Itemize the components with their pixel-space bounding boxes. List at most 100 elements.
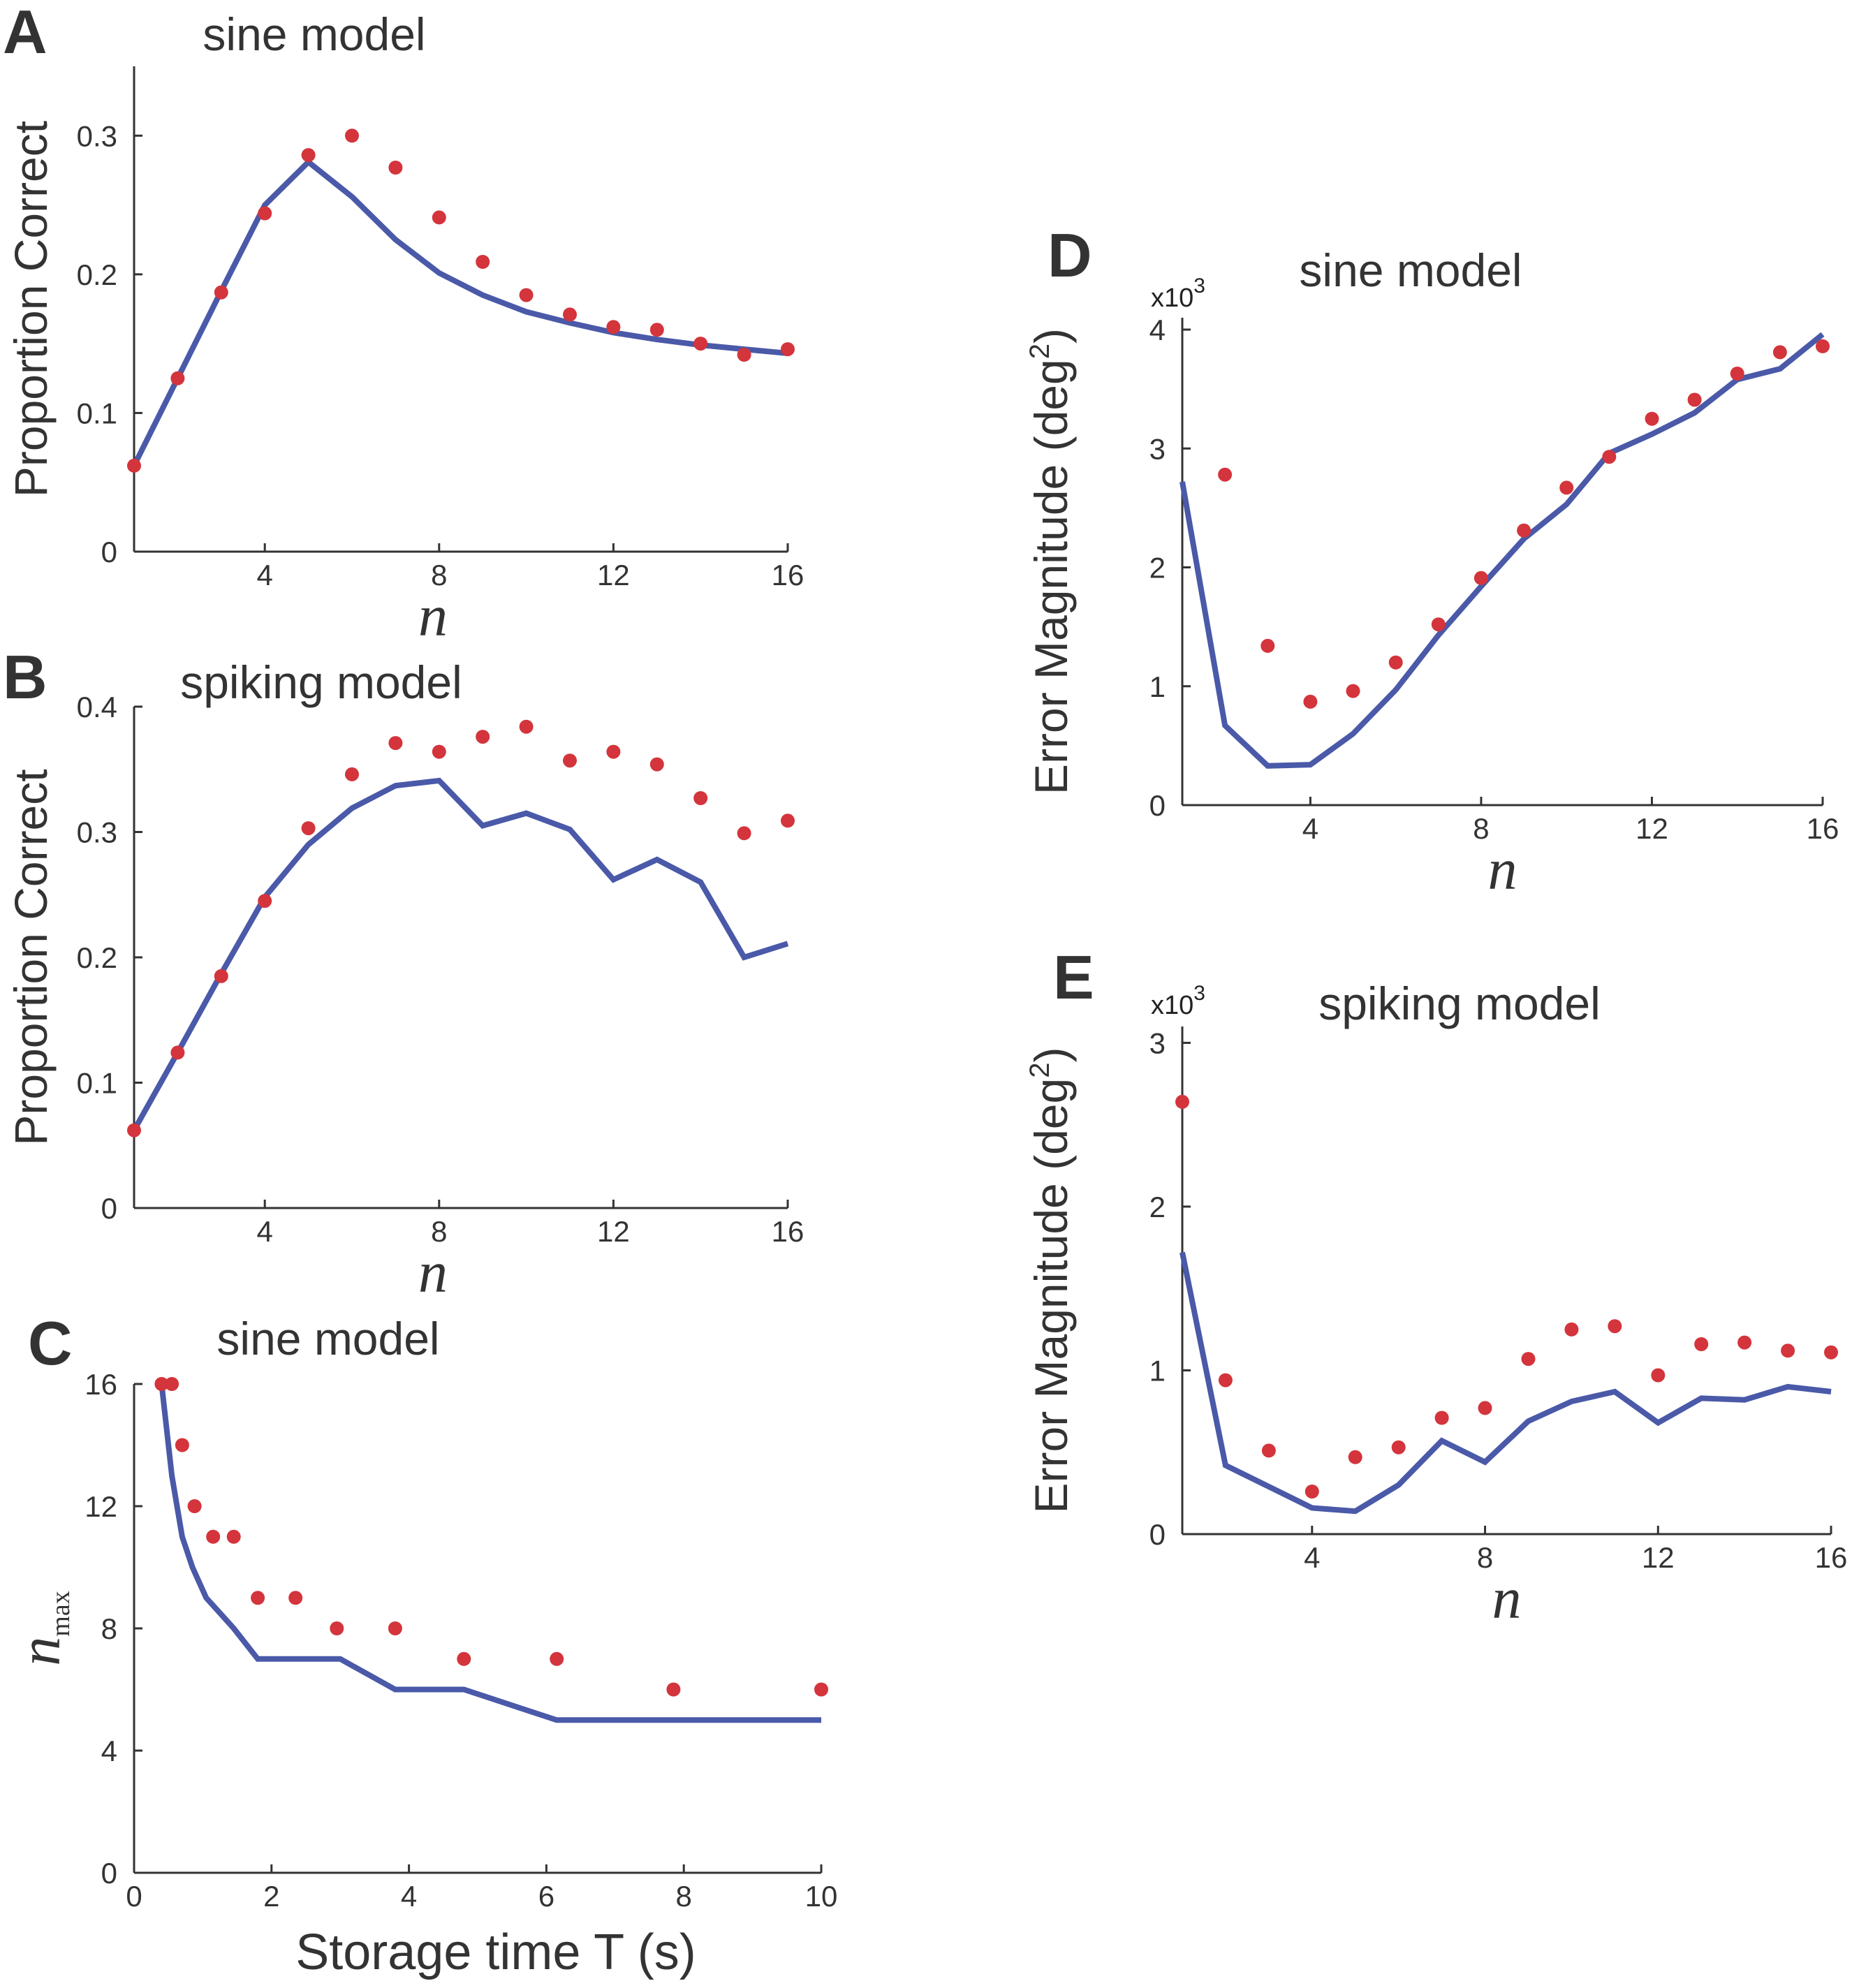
x-tick-label: 4 bbox=[401, 1880, 417, 1913]
y-tick-label: 0 bbox=[101, 1192, 117, 1225]
y-axis-label: Error Magnitude (deg2) bbox=[1024, 328, 1077, 795]
data-point bbox=[563, 753, 577, 768]
data-point bbox=[1730, 367, 1744, 381]
y-axis-label: nmax bbox=[8, 1591, 75, 1665]
data-point bbox=[175, 1438, 189, 1452]
data-point bbox=[214, 969, 228, 983]
data-point bbox=[1687, 392, 1702, 407]
data-point bbox=[1521, 1352, 1536, 1367]
x-tick-label: 16 bbox=[772, 1215, 804, 1248]
data-point bbox=[1559, 480, 1574, 495]
panel-letter: B bbox=[3, 642, 47, 712]
x-tick-label: 2 bbox=[263, 1880, 279, 1913]
data-point bbox=[301, 148, 316, 163]
model-line bbox=[159, 1383, 821, 1723]
data-point bbox=[127, 458, 141, 473]
panel-letter: C bbox=[28, 1309, 73, 1378]
data-point bbox=[1517, 523, 1531, 538]
x-tick-label: 12 bbox=[1642, 1541, 1675, 1574]
data-point bbox=[1651, 1368, 1666, 1383]
x-tick-label: 4 bbox=[257, 559, 273, 591]
data-point bbox=[1824, 1345, 1838, 1360]
x-axis-label: n bbox=[1492, 1566, 1522, 1631]
data-point bbox=[1478, 1401, 1492, 1415]
model-line bbox=[131, 158, 788, 467]
y-tick-label: 0.2 bbox=[77, 941, 117, 974]
data-point bbox=[693, 791, 708, 805]
data-point bbox=[127, 1123, 141, 1137]
y-tick-label: 0 bbox=[101, 1857, 117, 1890]
panel-title: sine model bbox=[203, 8, 425, 60]
data-point bbox=[519, 288, 534, 302]
panel-title: sine model bbox=[1299, 244, 1522, 296]
panel-title: sine model bbox=[216, 1313, 439, 1364]
data-point bbox=[476, 730, 490, 744]
data-point bbox=[1218, 1373, 1233, 1387]
data-point bbox=[606, 320, 621, 334]
data-point bbox=[1261, 638, 1275, 653]
data-point bbox=[214, 285, 228, 300]
data-point bbox=[432, 210, 446, 225]
x-tick-label: 0 bbox=[126, 1880, 142, 1913]
data-point bbox=[519, 719, 534, 734]
data-point bbox=[1816, 339, 1830, 353]
data-point bbox=[258, 206, 272, 221]
data-point bbox=[781, 813, 795, 828]
data-point bbox=[170, 371, 185, 385]
y-tick-label: 0.2 bbox=[77, 258, 117, 291]
data-point bbox=[345, 767, 359, 781]
x-tick-label: 6 bbox=[538, 1880, 554, 1913]
data-point bbox=[345, 128, 359, 143]
data-point bbox=[1348, 1450, 1362, 1464]
x-tick-label: 8 bbox=[1477, 1541, 1493, 1574]
data-point bbox=[1175, 1094, 1189, 1109]
y-tick-label: 12 bbox=[84, 1490, 117, 1523]
y-axis-label: Proportion Correct bbox=[5, 121, 57, 497]
x-axis-label: n bbox=[418, 584, 448, 649]
data-point bbox=[258, 894, 272, 908]
model-line bbox=[1179, 332, 1825, 769]
x-tick-label: 4 bbox=[257, 1215, 273, 1248]
data-point bbox=[1602, 450, 1617, 464]
data-point bbox=[1303, 694, 1318, 709]
data-point bbox=[1564, 1322, 1579, 1337]
y-tick-label: 1 bbox=[1149, 670, 1166, 703]
data-point bbox=[1694, 1337, 1709, 1351]
panel-title: spiking model bbox=[180, 656, 462, 708]
data-point bbox=[1305, 1485, 1319, 1499]
data-point bbox=[1434, 1411, 1449, 1425]
data-point bbox=[226, 1529, 241, 1544]
data-point bbox=[388, 736, 403, 751]
x-tick-label: 8 bbox=[431, 559, 447, 591]
y-tick-label: 0.1 bbox=[77, 397, 117, 429]
data-point bbox=[288, 1591, 303, 1605]
y-tick-label: 1 bbox=[1149, 1354, 1166, 1387]
x-tick-label: 8 bbox=[431, 1215, 447, 1248]
y-axis-label: Proportion Correct bbox=[5, 769, 57, 1145]
y-tick-label: 3 bbox=[1149, 432, 1166, 465]
x-tick-label: 8 bbox=[1473, 812, 1489, 845]
data-point bbox=[1772, 345, 1787, 360]
y-tick-label: 2 bbox=[1149, 1191, 1166, 1223]
y-axis-label: Error Magnitude (deg2) bbox=[1024, 1047, 1077, 1514]
x-axis-label: n bbox=[418, 1240, 448, 1305]
panel-title: spiking model bbox=[1318, 978, 1601, 1029]
data-point bbox=[388, 161, 403, 175]
data-point bbox=[330, 1621, 344, 1635]
panel-letter: E bbox=[1053, 943, 1094, 1012]
data-point bbox=[737, 348, 751, 362]
model-line bbox=[131, 777, 789, 1132]
data-point bbox=[154, 1377, 169, 1391]
data-point bbox=[206, 1529, 221, 1544]
x-tick-label: 16 bbox=[1815, 1541, 1848, 1574]
panel-letter: D bbox=[1048, 221, 1092, 290]
data-point bbox=[187, 1499, 202, 1513]
y-tick-label: 16 bbox=[84, 1368, 117, 1401]
x-axis-label: Storage time T (s) bbox=[295, 1924, 696, 1980]
data-point bbox=[476, 255, 490, 269]
data-point bbox=[1737, 1335, 1752, 1350]
data-point bbox=[1218, 467, 1233, 482]
